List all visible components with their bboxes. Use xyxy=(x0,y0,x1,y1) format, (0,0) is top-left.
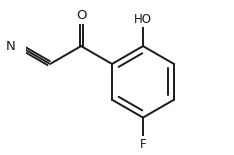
Text: O: O xyxy=(76,9,86,22)
Text: F: F xyxy=(140,138,146,151)
Text: N: N xyxy=(6,40,15,53)
Text: HO: HO xyxy=(134,13,152,26)
